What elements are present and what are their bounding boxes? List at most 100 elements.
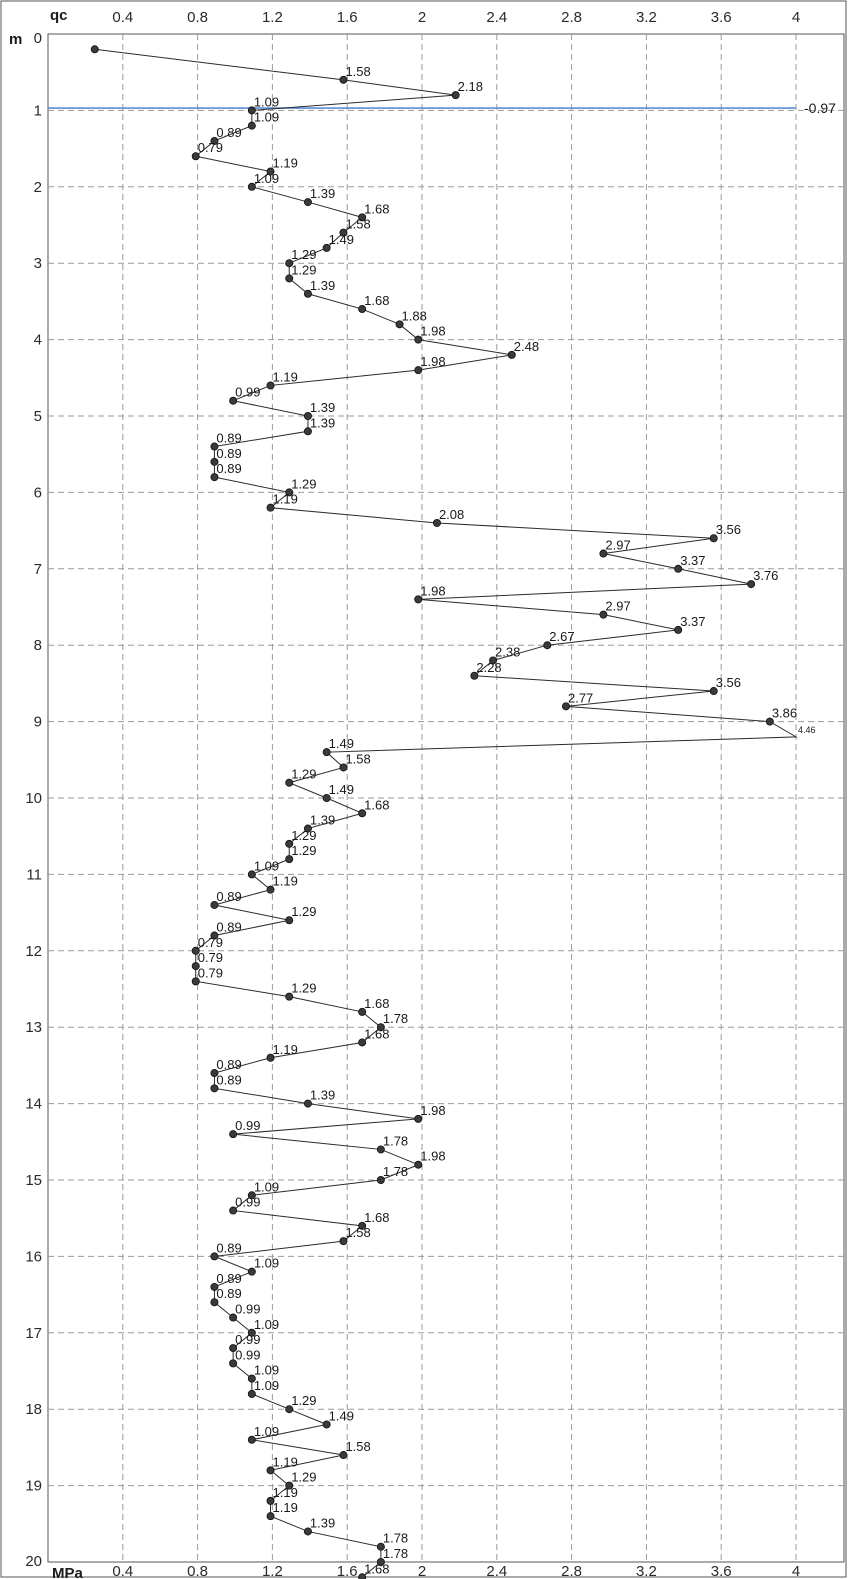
data-label: 1.68 [364,1210,389,1225]
x-tick-top-label: 4 [792,9,800,26]
data-label: 1.98 [420,583,445,598]
x-tick-top-label: 1.6 [337,9,358,26]
data-label: 2.38 [495,644,520,659]
y-tick-label: 16 [25,1248,42,1265]
data-point [414,1160,423,1169]
data-label: 2.97 [605,538,630,553]
data-point [709,534,718,543]
data-point [358,1038,367,1047]
data-label: 1.29 [291,1470,316,1485]
data-point [285,488,294,497]
data-label: 1.49 [329,232,354,247]
data-label: 1.19 [273,369,298,384]
x-label-bottom: MPa [52,1565,84,1579]
y-tick-label: 1 [34,102,42,119]
data-label: 0.79 [198,950,223,965]
data-point [747,580,756,589]
data-point [210,900,219,909]
data-label: 1.49 [329,782,354,797]
data-label: 1.68 [364,293,389,308]
data-point [210,1298,219,1307]
data-label: 1.09 [254,1363,279,1378]
data-label: 0.99 [235,1332,260,1347]
x-tick-top-label: 2.4 [486,9,507,26]
y-tick-label: 11 [26,866,42,883]
data-label: 0.99 [235,1118,260,1133]
data-point [285,259,294,268]
data-point [266,1496,275,1505]
data-label: 1.58 [345,64,370,79]
data-label: 1.29 [291,981,316,996]
data-label: 1.09 [254,110,279,125]
data-label: 1.39 [310,1088,335,1103]
x-label-top: qc [50,7,68,24]
y-tick-label: 6 [34,484,42,501]
data-point [322,748,331,757]
data-point [210,1252,219,1261]
data-point [376,1176,385,1185]
data-point [191,152,200,161]
data-label: 1.19 [273,1485,298,1500]
data-point [414,366,423,375]
x-tick-top-label: 1.2 [262,9,283,26]
data-label: 1.49 [329,736,354,751]
data-label: 1.58 [345,751,370,766]
water-level-label: -0.97 [804,100,836,116]
y-tick-label: 10 [25,790,42,807]
data-point [285,274,294,283]
data-point [247,1389,256,1398]
data-label: 0.89 [216,920,241,935]
data-label: 1.09 [254,1179,279,1194]
data-label: 1.98 [420,1149,445,1164]
data-point [191,946,200,955]
water-level: -0.97 [48,100,836,116]
data-label: 3.56 [716,522,741,537]
data-label: 0.89 [216,1271,241,1286]
data-point [229,1313,238,1322]
y-tick-label: 4 [34,332,42,349]
data-point [358,1221,367,1230]
data-point [303,198,312,207]
data-label: 1.29 [291,476,316,491]
data-point [303,1099,312,1108]
data-label: 0.79 [198,965,223,980]
data-label: 1.98 [420,354,445,369]
data-point [266,167,275,176]
plot-area [47,33,845,1563]
y-tick-label: 5 [34,408,42,425]
data-point [339,1237,348,1246]
data-point [285,1481,294,1490]
data-point [507,350,516,359]
data-point [266,381,275,390]
data-label: 0.89 [216,461,241,476]
data-label: 0.99 [235,1302,260,1317]
data-label: 1.09 [254,94,279,109]
data-label: 1.09 [254,1317,279,1332]
data-label: 1.09 [254,858,279,873]
data-point [210,1084,219,1093]
data-point [247,870,256,879]
data-label: 2.48 [514,339,539,354]
data-point [339,1451,348,1460]
data-point [451,91,460,100]
data-label: 3.56 [716,675,741,690]
data-point [191,977,200,986]
data-label: 1.29 [291,843,316,858]
data-point [561,702,570,711]
data-label: 2.77 [568,690,593,705]
data-label: 1.19 [273,1454,298,1469]
x-tick-bottom-label: 0.8 [187,1563,208,1579]
data-label: 3.76 [753,568,778,583]
data-point [266,1466,275,1475]
data-label: 0.89 [216,889,241,904]
data-point [266,1053,275,1062]
x-tick-bottom-label: 0.4 [112,1563,133,1579]
data-point [470,671,479,680]
data-point [210,1282,219,1291]
data-point [303,824,312,833]
data-label: 1.98 [420,1103,445,1118]
y-tick-label: 12 [25,943,42,960]
data-label: 1.09 [254,171,279,186]
data-label: 1.19 [273,492,298,507]
data-label: 1.78 [383,1164,408,1179]
